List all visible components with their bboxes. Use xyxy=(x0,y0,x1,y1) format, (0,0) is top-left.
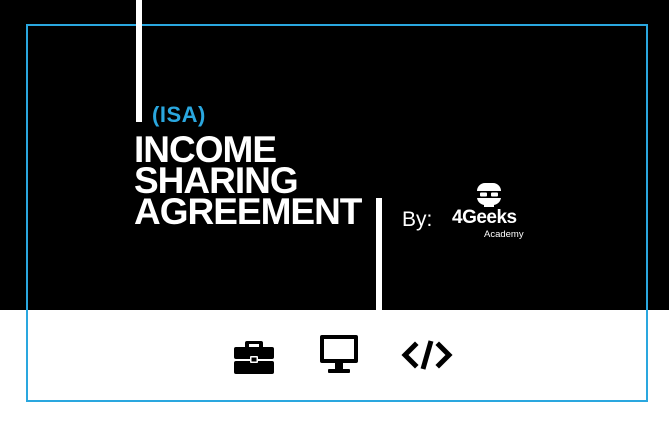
accent-frame xyxy=(26,24,648,402)
monitor-icon xyxy=(318,333,360,377)
divider-line-bottom xyxy=(376,198,382,310)
divider-line-top xyxy=(136,0,142,122)
by-label: By: xyxy=(402,208,433,231)
logo-name: 4Geeks xyxy=(452,207,517,228)
brand-logo: 4Geeks Academy xyxy=(452,180,542,242)
briefcase-icon xyxy=(232,333,276,377)
title-line: SHARING xyxy=(134,160,299,201)
logo-subtitle: Academy xyxy=(484,229,524,240)
title-line: AGREEMENT xyxy=(134,191,362,232)
page-title: INCOME SHARING AGREEMENT xyxy=(134,129,362,232)
hero-band xyxy=(0,0,669,310)
robot-head-icon xyxy=(474,180,504,210)
code-icon xyxy=(401,333,453,377)
isa-badge: (ISA) xyxy=(152,102,206,127)
title-line: INCOME xyxy=(134,129,277,170)
